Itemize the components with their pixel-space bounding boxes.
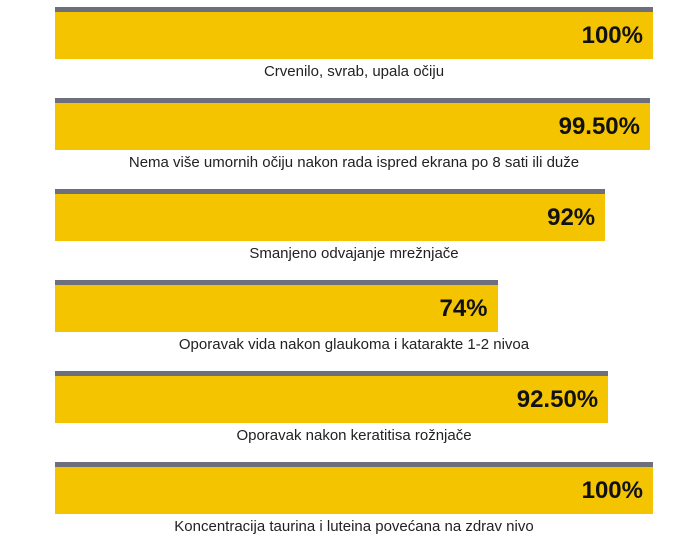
stat-category-label: Oporavak nakon keratitisa rožnjače: [236, 427, 472, 444]
stat-bar-track: 100%: [55, 7, 653, 59]
stat-category-label: Oporavak vida nakon glaukoma i katarakte…: [178, 336, 530, 353]
stat-item: 100% Crvenilo, svrab, upala očiju: [0, 7, 700, 95]
stat-bar: 92.50%: [55, 371, 609, 423]
stat-item: 99.50% Nema više umornih očiju nakon rada…: [0, 98, 700, 186]
stat-value-label: 74%: [439, 295, 488, 322]
stat-item: 92% Smanjeno odvajanje mrežnjače: [0, 189, 700, 277]
stat-bar-track: 92.50%: [55, 371, 653, 423]
stat-value-label: 100%: [581, 477, 643, 504]
stat-bar: 92%: [55, 189, 606, 241]
stat-item: 100% Koncentracija taurina i luteina pove…: [0, 462, 700, 550]
stat-value-label: 92%: [547, 204, 596, 231]
stat-bar: 74%: [55, 280, 498, 332]
stat-bar-track: 100%: [55, 462, 653, 514]
stat-value-label: 100%: [581, 22, 643, 49]
stat-bar-track: 99.50%: [55, 98, 653, 150]
stat-bar: 100%: [55, 462, 653, 514]
stat-bar-track: 74%: [55, 280, 653, 332]
stat-category-label: Koncentracija taurina i luteina povećana…: [174, 518, 534, 535]
stat-category-label: Nema više umornih očiju nakon rada ispre…: [128, 154, 580, 171]
stat-bar-track: 92%: [55, 189, 653, 241]
stat-item: 74% Oporavak vida nakon glaukoma i katara…: [0, 280, 700, 368]
stat-category-label: Smanjeno odvajanje mrežnjače: [249, 245, 459, 262]
stat-value-label: 99.50%: [558, 113, 640, 140]
stat-item: 92.50% Oporavak nakon keratitisa rožnjače: [0, 371, 700, 459]
stat-category-label: Crvenilo, svrab, upala očiju: [263, 63, 445, 80]
stat-value-label: 92.50%: [516, 386, 599, 413]
stat-bar: 100%: [55, 7, 653, 59]
stat-bar: 99.50%: [55, 98, 650, 150]
